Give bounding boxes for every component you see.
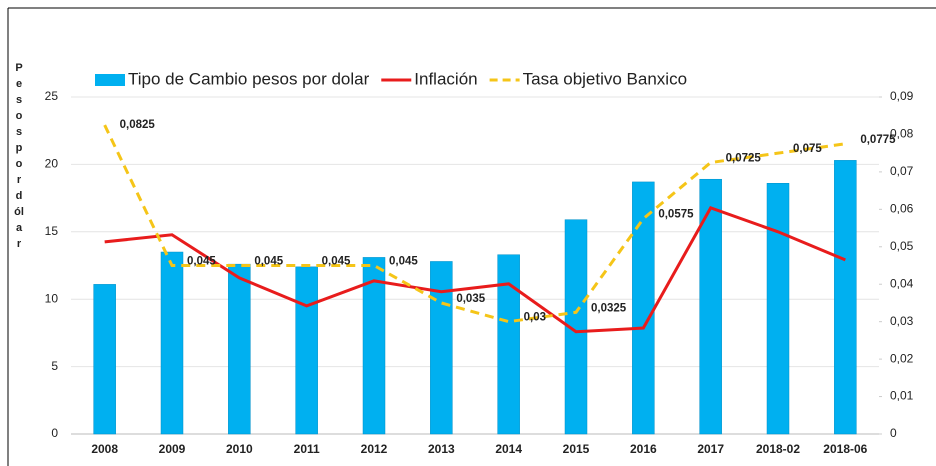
y2-tick-label: 0,09 — [890, 89, 914, 103]
legend-label: Tipo de Cambio pesos por dolar — [128, 69, 370, 88]
y-tick-label: 20 — [45, 157, 59, 171]
data-label: 0,03 — [524, 312, 546, 324]
data-label: 0,0775 — [860, 134, 896, 146]
line — [104, 205, 846, 334]
y-tick-label: 5 — [51, 359, 58, 373]
data-label: 0,075 — [793, 143, 822, 155]
y-tick-label: 15 — [45, 224, 59, 238]
legend-label: Tasa objetivo Banxico — [523, 69, 687, 88]
y2-tick-label: 0 — [890, 426, 897, 440]
x-tick-label: 2018-06 — [823, 442, 867, 456]
x-tick-label: 2015 — [563, 442, 590, 456]
bar — [295, 266, 318, 435]
y2-tick-label: 0,07 — [890, 164, 914, 178]
data-label: 0,0575 — [658, 209, 694, 221]
data-label: 0,0725 — [726, 153, 762, 165]
x-tick-label: 2016 — [630, 442, 657, 456]
y2-tick-label: 0,02 — [890, 351, 914, 365]
y-tick-label: 25 — [45, 89, 59, 103]
y2-tick-label: 0,05 — [890, 239, 914, 253]
bar — [699, 178, 722, 435]
data-label: 0,045 — [187, 256, 216, 268]
y-axis-label: Pesos por dólar — [14, 62, 24, 250]
x-tick-label: 2017 — [697, 442, 724, 456]
x-tick-label: 2008 — [91, 442, 118, 456]
data-label: 0,0825 — [120, 119, 156, 131]
bar — [228, 263, 251, 435]
x-tick-label: 2010 — [226, 442, 253, 456]
x-tick-label: 2018-02 — [756, 442, 800, 456]
bar — [160, 251, 184, 435]
legend-swatch — [95, 74, 125, 86]
y-tick-label: 0 — [51, 426, 58, 440]
y-tick-label: 10 — [45, 291, 59, 305]
y2-tick-label: 0,03 — [890, 314, 914, 328]
x-tick-label: 2011 — [294, 442, 320, 456]
y2-tick-label: 0,04 — [890, 276, 914, 290]
data-label: 0,0325 — [591, 302, 627, 314]
bar — [834, 160, 857, 435]
data-label: 0,045 — [389, 256, 418, 268]
y2-tick-label: 0,06 — [890, 202, 914, 216]
y2-tick-label: 0,08 — [890, 127, 914, 141]
bar — [497, 254, 520, 435]
bar — [564, 219, 588, 435]
bar — [430, 261, 453, 435]
data-label: 0,045 — [254, 256, 283, 268]
bar — [766, 183, 790, 435]
x-tick-label: 2012 — [361, 442, 388, 456]
x-tick-label: 2014 — [495, 442, 522, 456]
data-label: 0,035 — [456, 293, 485, 305]
bar — [362, 257, 386, 435]
legend-label: Inflación — [414, 69, 477, 88]
x-tick-label: 2009 — [159, 442, 186, 456]
dashed-line — [103, 124, 846, 324]
x-tick-label: 2013 — [428, 442, 455, 456]
bar — [632, 181, 655, 435]
bar — [93, 284, 116, 435]
y2-tick-label: 0,01 — [890, 389, 914, 403]
data-label: 0,045 — [322, 256, 351, 268]
